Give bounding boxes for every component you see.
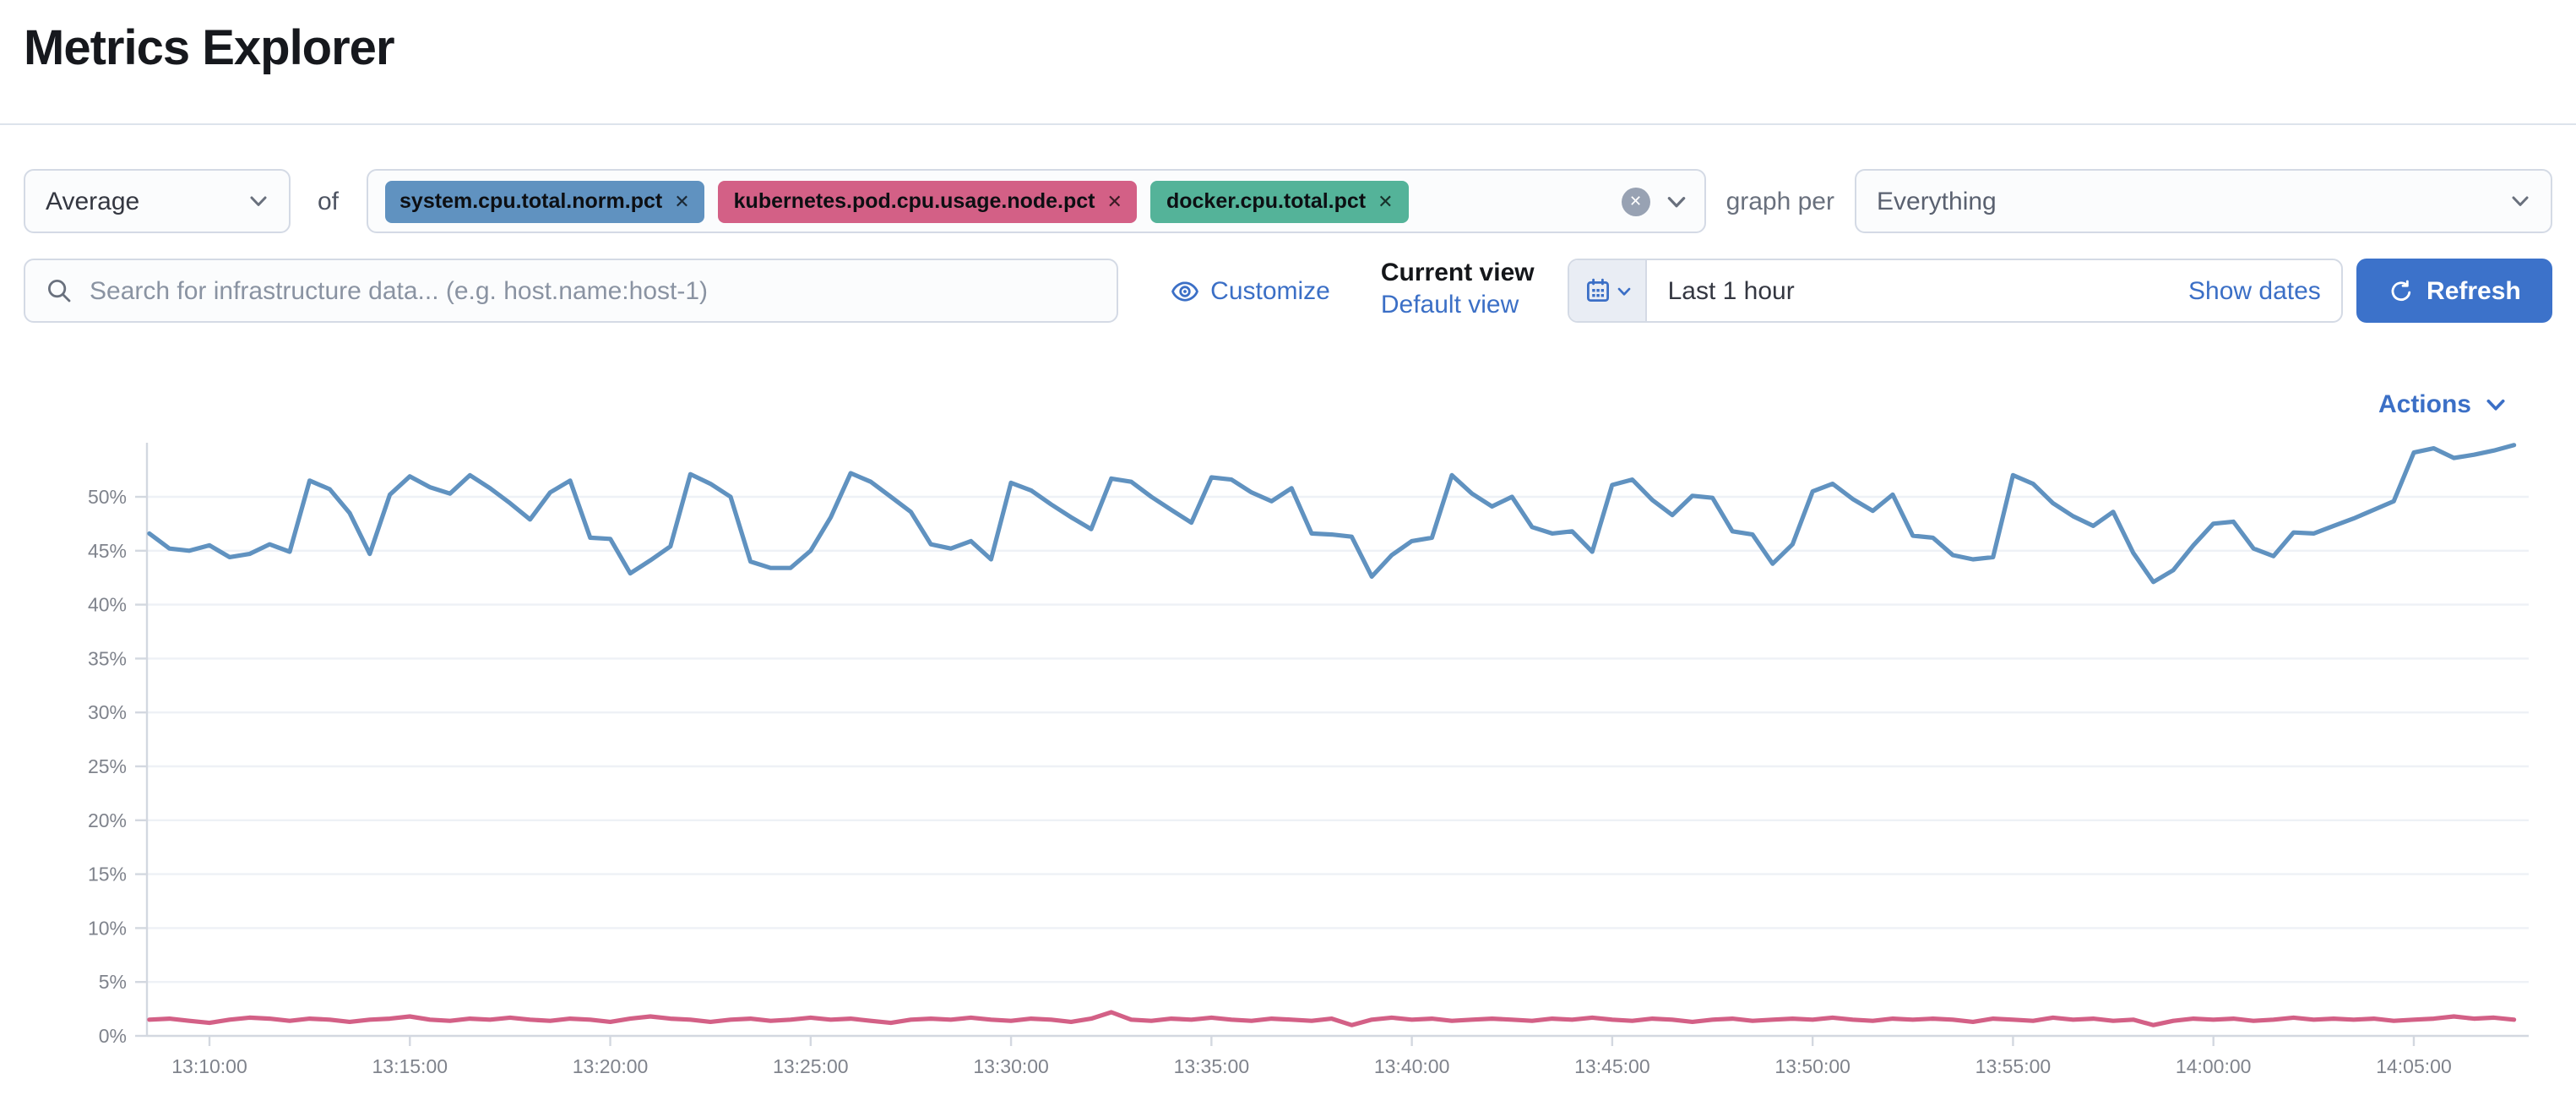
svg-text:13:50:00: 13:50:00 [1774,1055,1850,1077]
svg-text:13:55:00: 13:55:00 [1975,1055,2052,1077]
time-range-label[interactable]: Last 1 hour [1667,276,1795,305]
svg-text:45%: 45% [88,540,127,562]
eye-icon [1171,281,1198,301]
chevron-down-icon[interactable] [1666,190,1687,212]
metrics-combo-box[interactable]: system.cpu.total.norm.pct ✕ kubernetes.pod… [366,169,1706,233]
chevron-down-icon [250,196,267,206]
group-by-select[interactable]: Everything [1855,169,2552,233]
metric-badge-label: kubernetes.pod.cpu.usage.node.pct [733,189,1095,213]
svg-text:13:15:00: 13:15:00 [372,1055,448,1077]
customize-button[interactable]: Customize [1170,259,1330,323]
quick-select-button[interactable] [1569,260,1648,321]
super-date-picker: Last 1 hour Show dates [1568,259,2343,323]
svg-text:5%: 5% [99,971,127,993]
search-input[interactable] [86,275,1096,307]
show-dates-link[interactable]: Show dates [2188,276,2321,305]
search-controls-row: Customize Current view Default view Last… [24,259,2552,323]
svg-text:15%: 15% [88,864,127,885]
svg-text:50%: 50% [88,486,127,508]
refresh-icon [2390,279,2410,301]
combo-controls: ✕ [1621,187,1687,215]
svg-text:14:00:00: 14:00:00 [2176,1055,2252,1077]
metrics-chart[interactable]: 0% 5% 10% 15% 20% 25% 30% 35% 40% 45% 50% 13:10:00 1… [0,433,2576,1109]
page-title: Metrics Explorer [24,22,395,76]
svg-text:13:40:00: 13:40:00 [1374,1055,1450,1077]
current-view-label: Current view [1380,259,1535,287]
remove-metric-icon[interactable]: ✕ [1378,192,1394,212]
search-icon [48,280,71,302]
clear-all-metrics-icon[interactable]: ✕ [1621,187,1650,215]
metric-badges: system.cpu.total.norm.pct ✕ kubernetes.pod… [384,180,1601,222]
svg-text:20%: 20% [88,809,127,831]
metric-badge[interactable]: kubernetes.pod.cpu.usage.node.pct ✕ [718,180,1138,222]
svg-text:40%: 40% [88,594,127,616]
metric-controls-row: Average of system.cpu.total.norm.pct ✕ kub… [24,169,2552,233]
line-chart-canvas[interactable]: 0% 5% 10% 15% 20% 25% 30% 35% 40% 45% 50% 13:10:00 1… [0,433,2576,1109]
header-divider [0,123,2576,125]
svg-text:13:25:00: 13:25:00 [773,1055,849,1077]
of-label: of [318,187,340,215]
chevron-down-icon [2512,196,2529,206]
svg-text:0%: 0% [99,1025,127,1047]
aggregation-select[interactable]: Average [24,169,291,233]
search-box[interactable] [24,259,1118,323]
refresh-label: Refresh [2427,276,2521,305]
svg-text:13:35:00: 13:35:00 [1174,1055,1250,1077]
graph-per-label: graph per [1725,187,1834,215]
metric-badge-label: system.cpu.total.norm.pct [399,189,663,213]
svg-text:13:30:00: 13:30:00 [973,1055,1049,1077]
group-by-value: Everything [1877,187,1997,215]
svg-text:13:20:00: 13:20:00 [573,1055,649,1077]
actions-label: Actions [2378,390,2471,418]
svg-text:35%: 35% [88,647,127,669]
actions-menu-button[interactable]: Actions [2378,385,2507,422]
svg-text:10%: 10% [88,917,127,939]
svg-text:13:10:00: 13:10:00 [171,1055,247,1077]
chevron-down-icon [2486,398,2505,410]
svg-text:13:45:00: 13:45:00 [1574,1055,1650,1077]
svg-text:25%: 25% [88,755,127,777]
remove-metric-icon[interactable]: ✕ [1106,192,1122,212]
aggregation-select-value: Average [46,187,140,215]
metric-badge[interactable]: docker.cpu.total.pct ✕ [1150,180,1409,222]
remove-metric-icon[interactable]: ✕ [674,192,690,212]
svg-text:14:05:00: 14:05:00 [2376,1055,2452,1077]
metric-badge-label: docker.cpu.total.pct [1166,189,1367,213]
svg-text:30%: 30% [88,701,127,723]
chevron-down-icon [1617,286,1630,295]
metric-badge[interactable]: system.cpu.total.norm.pct ✕ [384,180,705,222]
customize-label: Customize [1210,276,1330,305]
chart-header-row: Actions [0,385,2576,422]
refresh-button[interactable]: Refresh [2356,259,2552,323]
default-view-link[interactable]: Default view [1380,291,1519,319]
calendar-icon [1586,278,1609,302]
view-status: Current view Default view [1381,257,1535,321]
